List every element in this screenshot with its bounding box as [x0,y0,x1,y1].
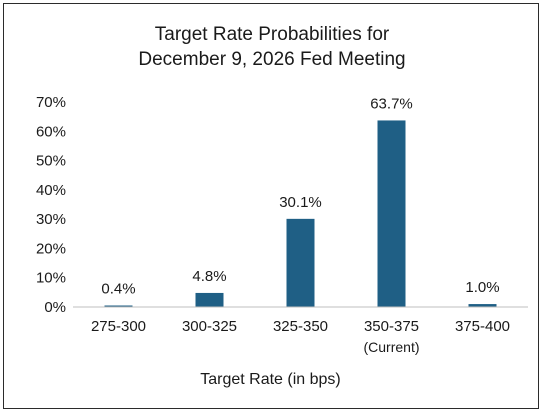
chart-frame: Target Rate Probabilities for December 9… [3,3,539,409]
bar-275-300 [104,305,133,307]
y-tick-label: 40% [36,182,66,199]
y-axis-ticks: 0% 10% 20% 30% 40% 50% 60% 70% [36,94,66,316]
y-tick-label: 50% [36,153,66,170]
data-label-375-400: 1.0% [465,279,499,296]
x-tick-label-275-300: 275-300 [91,318,146,335]
x-tick-sublabel-350-375: (Current) [363,339,419,355]
y-tick-label: 30% [36,211,66,228]
bar-325-350 [286,218,315,307]
x-tick-label-375-400: 375-400 [455,318,510,335]
data-label-350-375: 63.7% [370,95,413,112]
x-axis-title: Target Rate (in bps) [200,371,341,388]
x-tick-label-350-375: 350-375 [364,318,419,335]
x-axis-ticks: 275-300 300-325 325-350 350-375 (Current) 375… [91,318,510,355]
data-label-325-350: 30.1% [279,194,322,211]
y-tick-label: 70% [36,94,66,111]
data-label-300-325: 4.8% [192,268,226,285]
y-tick-label: 60% [36,123,66,140]
y-tick-label: 10% [36,270,66,287]
x-tick-label-325-350: 325-350 [273,318,328,335]
chart-title-line2: December 9, 2026 Fed Meeting [138,49,406,70]
chart-title: Target Rate Probabilities for December 9… [4,22,540,72]
chart-title-line1: Target Rate Probabilities for [154,24,390,45]
y-tick-label: 0% [44,299,66,316]
data-labels: 0.4% 4.8% 30.1% 63.7% 1.0% [101,95,499,297]
data-label-275-300: 0.4% [101,281,135,298]
y-tick-label: 20% [36,240,66,257]
bar-375-400 [468,304,497,307]
x-tick-label-300-325: 300-325 [182,318,237,335]
bars [104,120,497,307]
bar-300-325 [195,292,224,307]
bar-350-375 [377,120,406,307]
